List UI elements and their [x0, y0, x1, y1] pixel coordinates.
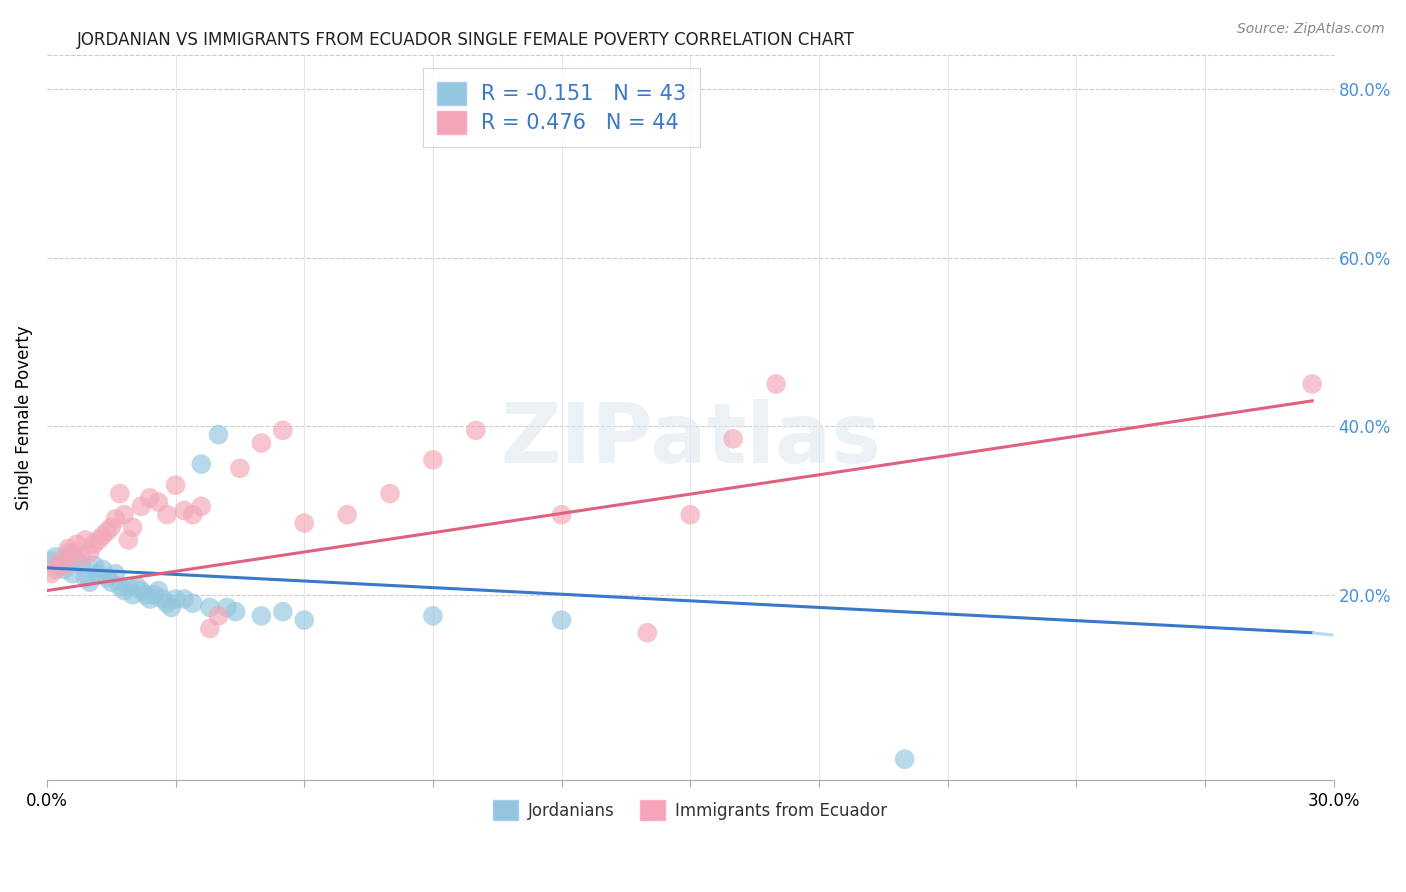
Point [292, 516, 315, 530]
Point [165, 478, 187, 492]
Point [70, 558, 93, 573]
Point [83, 537, 105, 551]
Point [152, 592, 174, 607]
Point [292, 613, 315, 627]
Point [160, 600, 183, 615]
Point [215, 600, 238, 615]
Point [190, 500, 212, 514]
Point [207, 427, 229, 442]
Point [148, 495, 170, 509]
Point [79, 575, 101, 590]
Point [79, 546, 101, 560]
Point [70, 549, 93, 564]
Point [422, 453, 444, 467]
Point [117, 579, 139, 593]
Point [112, 508, 135, 522]
Point [49, 558, 72, 573]
Point [225, 605, 247, 619]
Point [58, 541, 80, 556]
Point [422, 608, 444, 623]
Point [464, 423, 486, 437]
Text: JORDANIAN VS IMMIGRANTS FROM ECUADOR SINGLE FEMALE POVERTY CORRELATION CHART: JORDANIAN VS IMMIGRANTS FROM ECUADOR SIN… [77, 31, 855, 49]
Point [87, 533, 110, 547]
Point [198, 622, 221, 636]
Point [198, 600, 221, 615]
Point [66, 554, 89, 568]
Point [721, 432, 744, 446]
Point [100, 520, 122, 534]
Text: ZIPatlas: ZIPatlas [499, 399, 880, 480]
Point [112, 583, 135, 598]
Point [679, 508, 702, 522]
Point [229, 461, 252, 475]
Point [173, 503, 195, 517]
Point [87, 566, 110, 581]
Point [129, 500, 152, 514]
Point [1301, 376, 1323, 391]
Point [156, 508, 179, 522]
Point [125, 579, 148, 593]
Point [129, 583, 152, 598]
Point [53, 562, 76, 576]
Point [139, 491, 162, 505]
Point [165, 592, 187, 607]
Point [53, 558, 76, 573]
Point [96, 524, 118, 539]
Point [190, 457, 212, 471]
Legend: Jordanians, Immigrants from Ecuador: Jordanians, Immigrants from Ecuador [486, 794, 894, 826]
Point [550, 613, 572, 627]
Point [271, 423, 294, 437]
Point [44, 549, 66, 564]
Point [181, 596, 204, 610]
Point [143, 588, 166, 602]
Point [66, 537, 89, 551]
Point [121, 520, 143, 534]
Point [148, 583, 170, 598]
Text: Source: ZipAtlas.com: Source: ZipAtlas.com [1237, 22, 1385, 37]
Point [104, 512, 127, 526]
Point [100, 575, 122, 590]
Point [121, 588, 143, 602]
Point [91, 562, 114, 576]
Point [893, 752, 915, 766]
Point [75, 533, 97, 547]
Point [636, 625, 658, 640]
Y-axis label: Single Female Poverty: Single Female Poverty [15, 326, 32, 510]
Point [39, 554, 62, 568]
Point [173, 592, 195, 607]
Point [156, 596, 179, 610]
Point [250, 608, 273, 623]
Point [75, 571, 97, 585]
Point [117, 533, 139, 547]
Point [91, 529, 114, 543]
Point [765, 376, 787, 391]
Point [62, 566, 84, 581]
Point [336, 508, 359, 522]
Point [39, 566, 62, 581]
Point [378, 486, 401, 500]
Point [49, 554, 72, 568]
Point [58, 546, 80, 560]
Point [139, 592, 162, 607]
Point [207, 608, 229, 623]
Point [104, 566, 127, 581]
Point [181, 508, 204, 522]
Point [271, 605, 294, 619]
Point [250, 436, 273, 450]
Point [44, 562, 66, 576]
Point [550, 508, 572, 522]
Point [108, 579, 131, 593]
Point [135, 588, 157, 602]
Point [96, 571, 118, 585]
Point [62, 546, 84, 560]
Point [108, 486, 131, 500]
Point [83, 558, 105, 573]
